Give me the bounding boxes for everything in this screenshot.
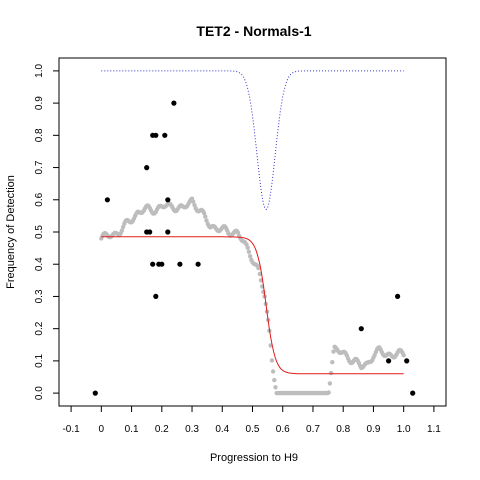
x-tick-label: 0.9 bbox=[366, 424, 380, 435]
smoothed-point bbox=[270, 369, 276, 374]
x-tick-label: 0.5 bbox=[246, 424, 260, 435]
smoothed-point bbox=[269, 358, 275, 363]
smoothed-point bbox=[246, 249, 252, 254]
observed-point bbox=[195, 261, 201, 267]
x-tick-label: 0.3 bbox=[185, 424, 199, 435]
x-tick-label: -0.1 bbox=[62, 424, 80, 435]
density-curve bbox=[101, 70, 404, 211]
observed-point bbox=[150, 261, 156, 267]
smoothed-point bbox=[191, 199, 196, 204]
observed-point bbox=[165, 197, 171, 203]
observed-point bbox=[104, 197, 110, 203]
smoothed-point bbox=[120, 224, 126, 230]
smoothed-point bbox=[327, 381, 333, 386]
smoothed-point bbox=[330, 360, 335, 365]
y-tick-label: 0.7 bbox=[34, 160, 45, 174]
smoothed-point bbox=[273, 385, 278, 390]
observed-point bbox=[395, 293, 401, 299]
observed-point bbox=[144, 165, 150, 171]
observed-point bbox=[177, 261, 183, 267]
observed-point bbox=[147, 229, 153, 235]
y-tick-label: 0.9 bbox=[34, 96, 45, 110]
y-axis-label: Frequency of Detection bbox=[5, 175, 17, 289]
smoothed-point bbox=[256, 265, 261, 271]
y-tick-label: 0.3 bbox=[34, 289, 45, 303]
y-axis: 0.0 0.1 0.2 0.3 0.4 0.5 0.6 0.7 0.8 0.9 1.0 bbox=[34, 64, 59, 400]
x-tick-label: 1.1 bbox=[427, 424, 441, 435]
smoothed-point bbox=[326, 390, 331, 395]
x-tick-label: 0.7 bbox=[306, 424, 320, 435]
observed-point bbox=[92, 390, 98, 396]
smoothed-point bbox=[119, 228, 125, 233]
observed-point bbox=[153, 293, 159, 299]
x-tick-label: 0.6 bbox=[276, 424, 290, 435]
y-tick-label: 0.8 bbox=[34, 128, 45, 142]
observed-point bbox=[358, 326, 364, 332]
observed-point bbox=[153, 132, 159, 138]
smoothed-series bbox=[99, 196, 406, 396]
y-tick-label: 0.2 bbox=[34, 321, 45, 335]
x-tick-label: 1.0 bbox=[397, 424, 411, 435]
y-tick-label: 0.1 bbox=[34, 354, 45, 368]
smoothed-point bbox=[401, 353, 406, 358]
observed-series bbox=[92, 100, 416, 396]
smoothed-point bbox=[245, 245, 250, 250]
x-tick-label: 0.1 bbox=[125, 424, 139, 435]
x-tick-label: 0.8 bbox=[336, 424, 350, 435]
smoothed-point bbox=[247, 254, 253, 259]
y-tick-label: 0.4 bbox=[34, 257, 45, 271]
smoothed-point bbox=[201, 211, 207, 216]
smoothed-point bbox=[331, 349, 336, 354]
observed-point bbox=[404, 358, 410, 364]
observed-point bbox=[386, 358, 392, 364]
smoothed-point bbox=[204, 218, 209, 223]
observed-point bbox=[162, 132, 168, 138]
smoothed-point bbox=[203, 214, 208, 219]
x-tick-label: 0.2 bbox=[155, 424, 169, 435]
smoothed-point bbox=[257, 271, 262, 277]
x-tick-label: 0 bbox=[99, 424, 105, 435]
observed-point bbox=[171, 100, 177, 106]
y-tick-label: 1.0 bbox=[34, 64, 45, 78]
observed-point bbox=[410, 390, 416, 396]
observed-point bbox=[165, 229, 171, 235]
smoothed-point bbox=[272, 377, 277, 383]
smoothed-point bbox=[328, 370, 334, 376]
series-layer bbox=[92, 70, 416, 396]
x-axis-label: Progression to H9 bbox=[210, 452, 298, 464]
x-tick-label: 0.4 bbox=[215, 424, 229, 435]
y-tick-label: 0.5 bbox=[34, 225, 45, 239]
observed-point bbox=[159, 261, 165, 267]
y-tick-label: 0.6 bbox=[34, 192, 45, 206]
fit-curve bbox=[101, 236, 404, 375]
chart-title: TET2 - Normals-1 bbox=[196, 23, 311, 39]
y-tick-label: 0.0 bbox=[34, 386, 45, 400]
x-axis: -0.1 0 0.1 0.2 0.3 0.4 0.5 0.6 0.7 0.8 0.9 1.0 1.1 bbox=[62, 406, 441, 435]
